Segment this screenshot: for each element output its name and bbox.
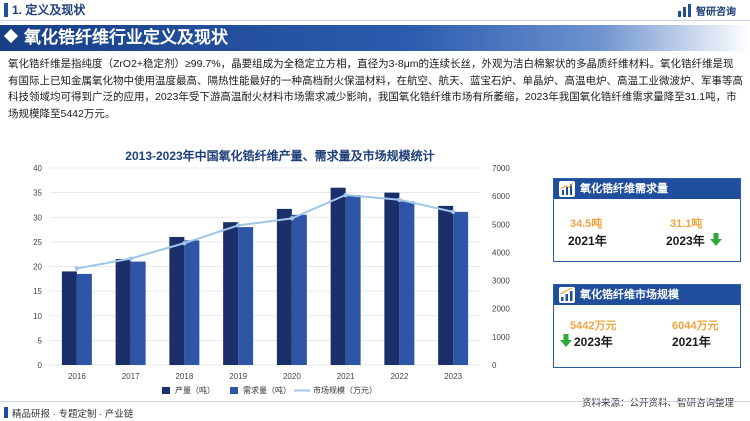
- legend-label: 市场规模（万元）: [313, 385, 377, 395]
- bar-production: [169, 236, 185, 365]
- bar-production: [438, 205, 454, 365]
- bar-production: [115, 259, 131, 365]
- x-tick-label: 2020: [283, 372, 301, 381]
- point-market: [343, 192, 348, 198]
- y-tick-label-right: 7000: [492, 164, 510, 173]
- market-card-header: 氧化锆纤维市场规模: [554, 285, 740, 305]
- bar-demand: [399, 201, 415, 365]
- chart-legend: 产量（吨） 需求量（吨） 市场规模（万元）: [162, 385, 377, 395]
- legend-swatch: [162, 387, 170, 394]
- logo-text: 智研咨询: [696, 7, 736, 18]
- down-arrow-icon: [710, 233, 722, 246]
- y-tick-label-right: 1000: [492, 333, 510, 342]
- market-2021-year: 2021年: [672, 335, 711, 349]
- line-market: [76, 193, 454, 270]
- legend-swatch: [230, 387, 238, 394]
- demand-2021-year: 2021年: [568, 234, 607, 248]
- y-tick-label-right: 4000: [492, 248, 510, 257]
- bar-demand: [291, 214, 307, 365]
- chart-title: 2013-2023年中国氧化锆纤维产量、需求量及市场规模统计: [125, 149, 435, 163]
- top-bar: 1. 定义及现状 智研咨询: [0, 0, 750, 22]
- y-tick-label-left: 5: [38, 336, 43, 345]
- y-tick-label-left: 15: [33, 287, 42, 296]
- x-axis: 2016 2017 2018 2019 2020 2021 2022 2023: [68, 372, 463, 381]
- point-market: [235, 223, 241, 228]
- y-tick-label-left: 0: [38, 361, 43, 370]
- footer-tagline: 精品研报 · 专题定制 · 产业链: [12, 409, 134, 420]
- x-tick-label: 2017: [122, 372, 140, 381]
- x-tick-label: 2023: [444, 372, 462, 381]
- y-tick-label-left: 20: [33, 263, 42, 272]
- y-tick-label-left: 35: [33, 189, 42, 198]
- market-2021-value: 6044万元: [672, 320, 719, 332]
- y-tick-label-left: 10: [33, 312, 42, 321]
- x-tick-label: 2021: [337, 372, 355, 381]
- bar-production: [61, 271, 77, 365]
- x-tick-label: 2016: [68, 372, 86, 381]
- top-divider: [0, 20, 750, 21]
- market-card-title: 氧化锆纤维市场规模: [580, 289, 679, 301]
- bar-production: [384, 192, 400, 365]
- combo-chart: 0 5 10 15 20 25 30 35 40 0 1000 2000 3000 4000 5000 60…: [33, 164, 510, 395]
- intro-paragraph: 氧化锆纤维是指纯度（ZrO2+稳定剂）≥99.7%，晶要组成为全稳定立方相，直径…: [8, 58, 743, 120]
- section-label: 1. 定义及现状: [12, 3, 86, 17]
- bar-production: [223, 222, 239, 365]
- logo: 智研咨询: [678, 3, 736, 18]
- page-title: 氧化锆纤维行业定义及现状: [24, 28, 228, 47]
- bar-production: [330, 187, 346, 365]
- point-market: [397, 197, 402, 203]
- demand-card: 氧化锆纤维需求量 34.5吨 2021年 31.1吨 2023年: [553, 178, 741, 262]
- x-tick-label: 2019: [229, 372, 247, 381]
- bar-demand: [130, 261, 146, 365]
- y-tick-label-right: 6000: [492, 192, 510, 201]
- demand-card-title: 氧化锆纤维需求量: [580, 183, 668, 195]
- chart-bars: [61, 187, 469, 365]
- point-market: [74, 266, 80, 271]
- demand-2023-value: 31.1吨: [670, 218, 703, 230]
- bar-demand: [184, 240, 200, 365]
- demand-card-header: 氧化锆纤维需求量: [554, 179, 740, 199]
- source-note: 资料来源：公开资料、智研咨询整理: [581, 398, 734, 409]
- chart-grid: [50, 167, 480, 366]
- footer: 精品研报 · 专题定制 · 产业链: [0, 401, 750, 421]
- diamond-icon: [3, 28, 19, 44]
- section-accent: [4, 3, 8, 17]
- trend-chart-icon: [559, 181, 575, 197]
- market-card: 氧化锆纤维市场规模 5442万元 2023年 6044万元 2021年: [553, 284, 741, 368]
- y-tick-label-left: 40: [33, 164, 42, 173]
- y-axis-left: 0 5 10 15 20 25 30 35 40: [33, 164, 42, 370]
- point-market: [289, 216, 295, 221]
- y-axis-right: 0 1000 2000 3000 4000 5000 6000 7000: [492, 164, 510, 370]
- bar-demand: [238, 227, 254, 365]
- x-tick-label: 2022: [390, 372, 408, 381]
- point-market: [182, 240, 187, 246]
- point-market: [128, 256, 133, 261]
- title-banner: 氧化锆纤维行业定义及现状: [0, 25, 750, 51]
- bar-demand: [453, 211, 469, 365]
- market-2023-year: 2023年: [574, 335, 613, 349]
- footer-divider: [0, 401, 750, 402]
- y-tick-label-right: 0: [492, 361, 497, 370]
- logo-icon: [678, 4, 692, 17]
- down-arrow-icon: [560, 334, 572, 347]
- y-tick-label-right: 2000: [492, 305, 510, 314]
- demand-2023-year: 2023年: [666, 234, 705, 248]
- legend-label: 产量（吨）: [175, 385, 215, 395]
- bar-demand: [76, 273, 92, 365]
- demand-2021-value: 34.5吨: [570, 218, 603, 230]
- market-2023-value: 5442万元: [570, 320, 617, 332]
- y-tick-label-left: 25: [33, 238, 42, 247]
- y-tick-label-right: 3000: [492, 277, 510, 286]
- footer-accent: [4, 407, 8, 418]
- bar-production: [276, 208, 292, 365]
- bar-chart-icon: [559, 287, 575, 303]
- x-tick-label: 2018: [175, 372, 193, 381]
- y-tick-label-left: 30: [33, 213, 42, 222]
- legend-label: 需求量（吨）: [243, 385, 291, 395]
- chart-line: [74, 192, 456, 271]
- bar-demand: [345, 195, 361, 365]
- point-market: [450, 209, 456, 215]
- y-tick-label-right: 5000: [492, 220, 510, 229]
